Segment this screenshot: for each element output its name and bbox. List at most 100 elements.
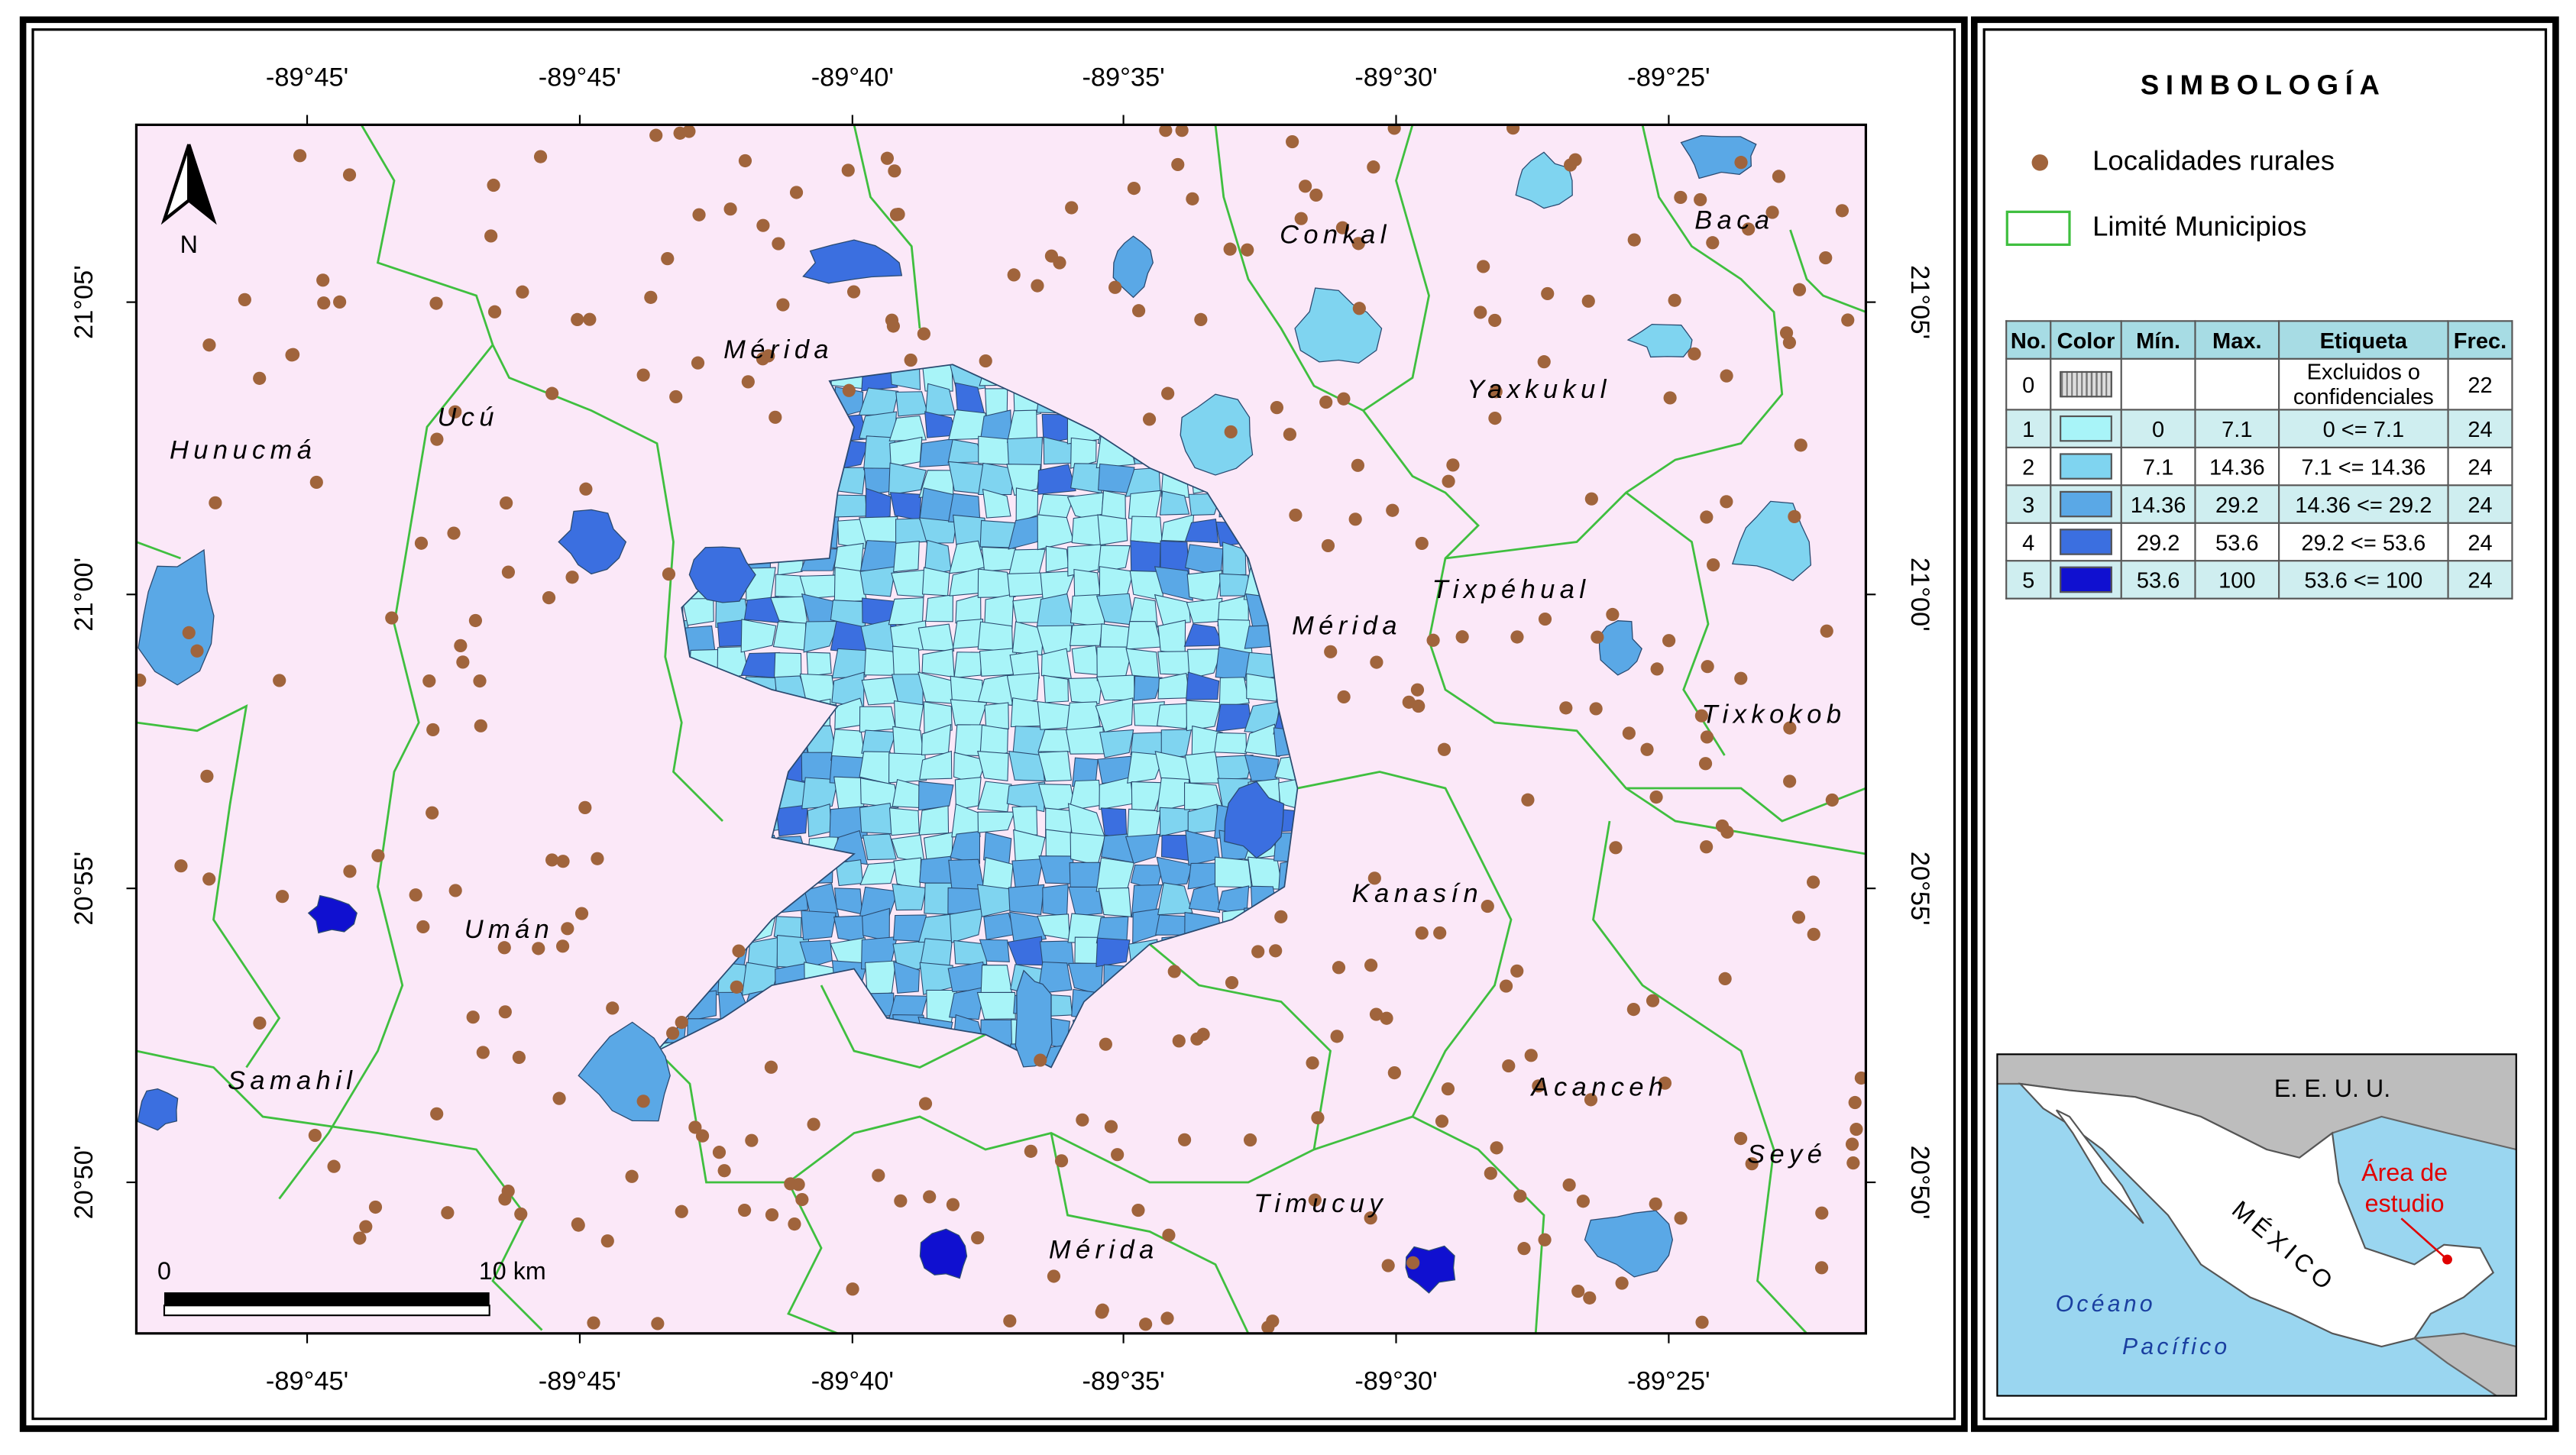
rural-locality [1835,204,1849,218]
rural-locality [1131,304,1146,318]
rural-locality [1224,425,1238,439]
rural-locality [1194,312,1208,326]
rural-locality [565,571,579,584]
rural-locality [732,944,746,958]
locality-polygon [1626,323,1693,358]
rural-locality [200,769,214,783]
urban-block [978,462,1015,496]
rural-locality [202,872,216,886]
urban-block [1214,732,1248,755]
rural-locality [474,719,487,732]
longitude-label: -89°25' [1627,1366,1710,1395]
urban-block [864,648,898,676]
table-cell: 53.6 [2120,560,2196,600]
table-cell: 14.36 [2194,446,2280,487]
rural-locality [1167,965,1181,978]
urban-block [919,938,953,968]
urban-block [1045,545,1070,573]
rural-locality [498,1005,512,1019]
locality-polygon [307,894,358,934]
rural-locality [293,149,307,163]
rural-locality [1488,313,1502,328]
rural-locality [1131,1203,1145,1217]
rural-locality [600,1234,614,1248]
rural-locality [841,163,855,177]
rural-locality [688,1120,702,1134]
color-swatch [2060,566,2112,593]
rural-locality [574,907,589,920]
rural-locality [946,1198,960,1211]
rural-locality [662,567,676,581]
rural-locality [846,1282,859,1296]
urban-block [949,908,984,943]
municipal-boundary [1297,771,1545,1334]
table-header-cell: Color [2050,320,2122,360]
rural-locality [514,1207,528,1221]
table-row: 4 29.2 53.6 29.2 <= 53.6 24 [2005,522,2513,562]
rural-locality [1688,347,1701,361]
rural-locality [1783,774,1797,788]
rural-locality [1794,438,1807,452]
longitude-label: -89°45' [266,63,348,92]
rural-locality [807,1117,820,1131]
urban-block [1008,548,1046,575]
rural-locality [1367,871,1381,885]
urban-block [1007,436,1043,470]
locality-polygon [1405,1245,1456,1294]
rural-locality [409,888,422,902]
rural-locality [1054,1154,1069,1168]
rural-locality [1720,825,1734,839]
rural-locality [1177,1133,1192,1146]
table-cell: 0 [2120,409,2196,448]
urban-block [893,540,920,573]
rural-locality [1521,793,1535,807]
rural-locality [1251,945,1265,959]
rural-locality [1162,1228,1176,1242]
rural-locality [1171,157,1185,172]
rural-locality [327,1159,341,1173]
rural-locality [1622,726,1636,740]
rural-locality [136,673,147,687]
rural-locality [1309,188,1323,202]
urban-block [1095,697,1134,733]
municipal-boundary [278,344,494,1200]
rural-locality [661,252,675,266]
urban-block [1006,781,1046,813]
rural-locality [712,1146,727,1159]
locality-polygon [137,1088,179,1131]
rural-locality [371,849,385,862]
rural-locality [1172,1034,1186,1048]
urban-block [1186,671,1220,700]
rural-locality [1814,1261,1829,1275]
rural-locality [1111,1148,1125,1162]
municipal-boundary [1362,124,1430,412]
locality-polygon [688,546,756,603]
inset-central-america [2412,1332,2516,1396]
rural-locality [454,639,468,652]
rural-locality [745,1133,759,1147]
rural-locality [441,1206,455,1220]
rural-locality [1701,660,1714,674]
rural-locality [1099,1037,1112,1051]
urban-block [1154,593,1191,626]
longitude-label: -89°35' [1082,63,1164,92]
table-header-cell: No. [2005,320,2052,360]
table-cell: 14.36 [2120,484,2196,524]
rural-locality [917,327,930,341]
place-name: Hunucmá [170,435,316,464]
rural-locality [309,475,323,490]
table-cell: 4 [2005,522,2052,562]
rural-locality [1815,1206,1829,1220]
urban-block [861,677,899,706]
rural-locality [885,313,899,327]
urban-block [895,391,929,417]
rural-locality [1694,192,1707,207]
urban-block [1218,677,1250,707]
longitude-label: -89°40' [811,63,894,92]
place-name: Tixkokob [1702,700,1846,729]
rural-locality [1348,512,1362,526]
urban-block [1009,650,1040,679]
table-cell: 29.2 [2194,484,2280,524]
municipal-boundary [1214,124,1866,823]
